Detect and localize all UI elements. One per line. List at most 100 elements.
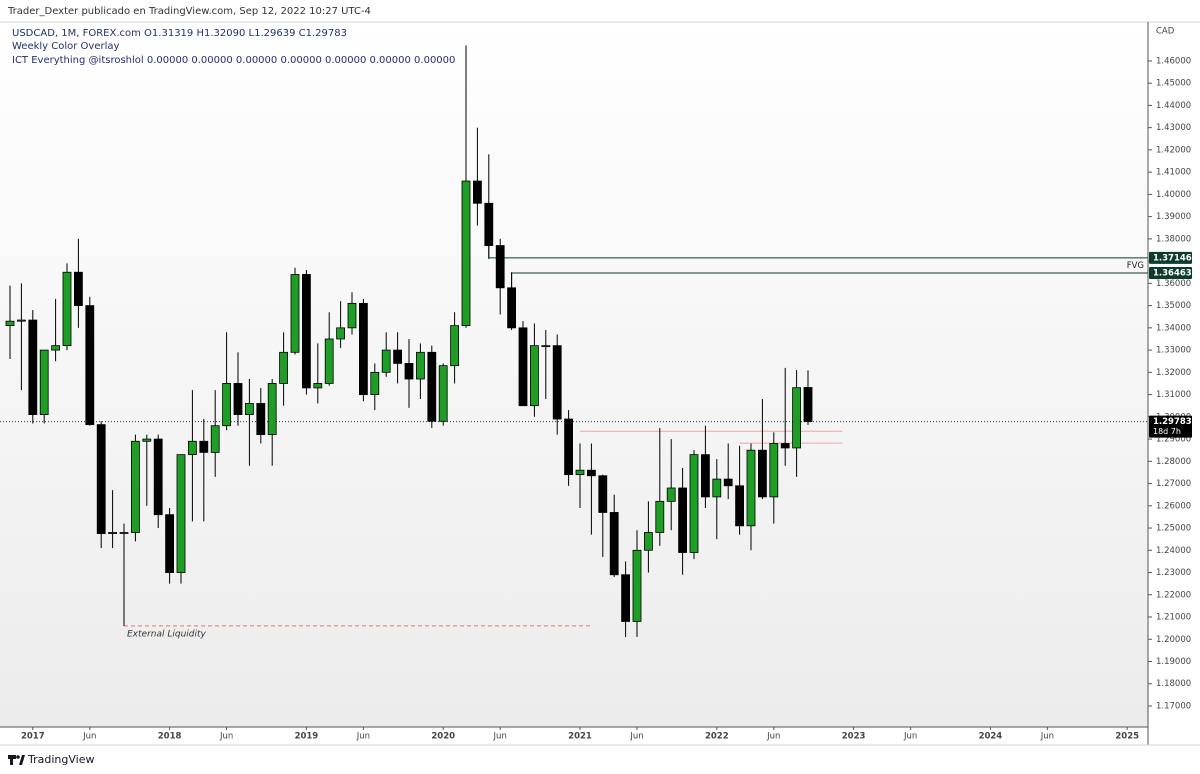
candle-body	[564, 418, 573, 476]
last-price-tag-bg	[1149, 415, 1192, 438]
x-tick-label: 2020	[431, 732, 455, 742]
candle-body	[472, 180, 482, 204]
candle-body	[530, 345, 539, 407]
candle-body	[96, 424, 106, 534]
y-tick-label: 1.46000	[1156, 56, 1191, 66]
y-tick-label: 1.27000	[1156, 479, 1191, 489]
x-tick-label: 2019	[295, 732, 319, 742]
x-tick-label: 2018	[158, 732, 182, 742]
candle-body	[74, 271, 83, 307]
x-tick-label: 2023	[842, 732, 866, 742]
candle-body	[16, 319, 26, 322]
candle-body	[450, 325, 460, 367]
fvg-top-tag-bg	[1149, 251, 1192, 264]
y-tick-label: 1.44000	[1156, 101, 1191, 111]
y-tick-label: 1.21000	[1156, 613, 1191, 623]
fvg-bottom-tag-bg	[1149, 267, 1192, 280]
fvg-label: FVG	[1127, 261, 1144, 271]
logo-shape	[10, 755, 13, 765]
x-tick-label: 2021	[568, 732, 592, 742]
y-tick-label: 1.36000	[1156, 279, 1191, 289]
candle-body	[678, 487, 687, 553]
candle-body	[370, 371, 380, 395]
candle-body	[119, 532, 129, 534]
candle-body	[632, 549, 642, 622]
candle-body	[552, 345, 562, 420]
candle-body	[165, 514, 175, 573]
candle-body	[689, 454, 699, 553]
candle-body	[461, 180, 471, 327]
candle-body	[701, 454, 710, 498]
x-tick-label: 2022	[705, 732, 729, 742]
candle-body	[108, 532, 117, 534]
legend-line: Weekly Color Overlay	[12, 41, 120, 52]
x-tick-label: Jun	[903, 732, 917, 742]
fvg-bottom-tag: 1.36463	[1153, 269, 1192, 279]
y-tick-label: 1.24000	[1156, 546, 1191, 556]
x-tick-label: 2024	[979, 732, 1003, 742]
candle-body	[142, 438, 152, 442]
y-tick-label: 1.20000	[1156, 635, 1191, 645]
y-tick-label: 1.23000	[1156, 568, 1191, 578]
candle-body	[803, 387, 813, 423]
x-tick-label: Jun	[493, 732, 507, 742]
candle-body	[404, 363, 414, 380]
y-tick-label: 1.40000	[1156, 190, 1191, 200]
y-tick-label: 1.42000	[1156, 145, 1191, 155]
y-tick-label: 1.31000	[1156, 390, 1191, 400]
candle-body	[51, 345, 60, 351]
candle-body	[5, 320, 15, 327]
candle-body	[746, 449, 756, 527]
candle-body	[28, 319, 38, 415]
plot-background	[0, 22, 1148, 727]
logo-shape	[16, 755, 20, 759]
y-tick-label: 1.28000	[1156, 457, 1191, 467]
candle-body	[575, 469, 585, 476]
last-price-tag: 1.29783	[1153, 417, 1192, 427]
candle-body	[507, 287, 517, 329]
candle-body	[666, 487, 676, 502]
candle-body	[256, 403, 266, 436]
y-tick-label: 1.33000	[1156, 346, 1191, 356]
y-tick-label: 1.34000	[1156, 323, 1191, 333]
candle-body	[438, 365, 448, 422]
candle-body	[598, 475, 608, 513]
candle-body	[723, 478, 733, 487]
tradingview-logo: TradingView	[8, 753, 94, 766]
legend-line: ICT Everything @itsroshlol 0.00000 0.000…	[12, 55, 455, 66]
y-tick-label: 1.22000	[1156, 590, 1191, 600]
y-tick-label: 1.29000	[1156, 435, 1191, 445]
candle-body	[279, 351, 289, 384]
fvg-top-tag: 1.37146	[1153, 253, 1192, 263]
candle-body	[644, 532, 653, 551]
candle-body	[210, 425, 220, 453]
candle-body	[587, 469, 596, 477]
candle-body	[187, 440, 197, 456]
candle-body	[176, 454, 186, 573]
x-tick-label: Jun	[82, 732, 96, 742]
candle-body	[655, 500, 665, 533]
candle-body	[62, 271, 72, 347]
currency-label: CAD	[1156, 27, 1175, 37]
candle-body	[393, 349, 403, 364]
candle-body	[381, 349, 391, 373]
candle-body	[39, 349, 49, 415]
x-tick-label: Jun	[356, 732, 370, 742]
y-tick-label: 1.35000	[1156, 301, 1191, 311]
candle-body	[358, 302, 368, 395]
candle-body	[347, 302, 357, 329]
y-tick-label: 1.18000	[1156, 679, 1191, 689]
candle-body	[324, 338, 334, 384]
candle-body	[427, 351, 437, 422]
candle-body	[85, 305, 95, 426]
candle-body	[313, 383, 323, 389]
candle-body	[199, 440, 209, 453]
y-tick-label: 1.45000	[1156, 79, 1191, 89]
x-tick-label: Jun	[219, 732, 233, 742]
y-tick-label: 1.19000	[1156, 657, 1191, 667]
x-tick-label: 2025	[1115, 732, 1139, 742]
candle-body	[518, 327, 528, 407]
x-tick-label: Jun	[1040, 732, 1054, 742]
candle-body	[621, 574, 630, 622]
candle-body	[792, 387, 801, 449]
